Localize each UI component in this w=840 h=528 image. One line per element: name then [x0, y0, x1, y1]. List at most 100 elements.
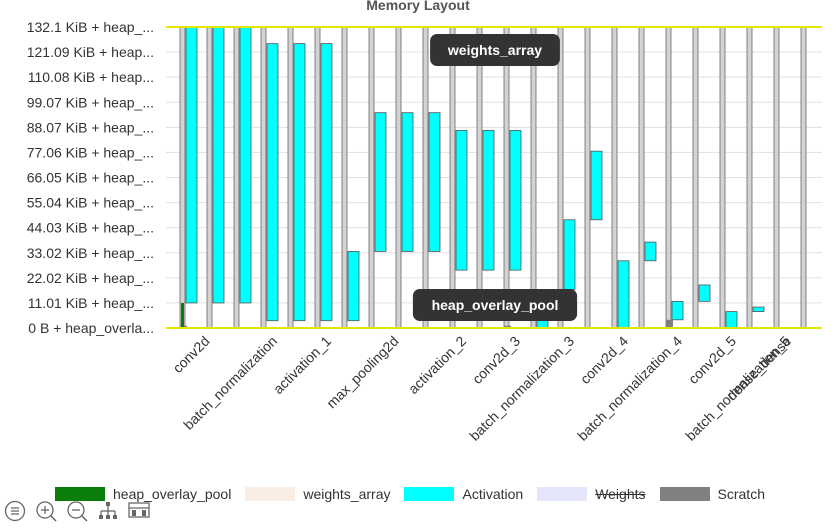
scratch-bar[interactable] [504, 325, 511, 328]
legend-item[interactable]: Activation [404, 486, 523, 502]
activation-bar[interactable] [698, 284, 711, 302]
activation-bar[interactable] [374, 112, 387, 252]
activation-bar[interactable] [428, 112, 441, 252]
zoom-out-icon[interactable] [66, 500, 88, 522]
activation-bar[interactable] [590, 150, 603, 221]
bar-layer[interactable] [166, 26, 822, 329]
activation-bar[interactable] [266, 43, 279, 322]
activation-bar[interactable] [455, 130, 468, 271]
weights-array-bar[interactable] [233, 26, 240, 329]
weights-array-bar[interactable] [260, 26, 267, 329]
heap-overlay-pool-bar[interactable] [181, 302, 184, 328]
x-tick-label: activation_1 [270, 333, 334, 397]
weights-array-bar[interactable] [665, 26, 672, 329]
weights-array-bar[interactable] [530, 26, 537, 329]
legend-label: Scratch [717, 486, 765, 502]
activation-bar[interactable] [563, 219, 576, 290]
legend-swatch [245, 487, 296, 501]
y-tick-label: 110.08 KiB + heap... [28, 69, 154, 85]
weights-array-bar[interactable] [800, 26, 807, 329]
legend-swatch [404, 487, 455, 501]
y-tick-label: 44.03 KiB + heap_... [27, 220, 154, 236]
x-tick-label: batch_normalization_3 [466, 333, 577, 444]
weights-array-bar[interactable] [773, 26, 780, 329]
chart-toolbar [4, 500, 159, 522]
weights-array-bar[interactable] [206, 26, 213, 329]
zoom-in-icon[interactable] [35, 500, 57, 522]
y-tick-label: 0 B + heap_overla... [28, 320, 154, 336]
legend-swatch [659, 487, 710, 501]
x-axis-ticks: conv2dbatch_normalizationactivation_1max… [169, 333, 794, 444]
weights-array-bar[interactable] [395, 26, 402, 329]
y-tick-label: 11.01 KiB + heap_... [28, 295, 154, 311]
y-tick-label: 77.06 KiB + heap_... [27, 144, 154, 160]
weights-array-bar[interactable] [638, 26, 645, 329]
legend-item[interactable]: weights_array [245, 486, 390, 502]
weights-array-bar[interactable] [503, 26, 510, 329]
hierarchy-icon[interactable] [97, 500, 119, 522]
activation-bar[interactable] [293, 43, 306, 322]
list-icon[interactable] [4, 500, 26, 522]
legend-label: heap_overlay_pool [113, 486, 232, 502]
y-tick-label: 99.07 KiB + heap_... [27, 94, 154, 110]
y-tick-label: 33.02 KiB + heap_... [27, 245, 154, 261]
activation-bar[interactable] [185, 26, 198, 304]
activation-bar[interactable] [347, 251, 360, 322]
chart-legend: heap_overlay_pool weights_array Activation… [55, 484, 779, 504]
weights-array-bar[interactable] [476, 26, 483, 329]
scratch-bar[interactable] [666, 319, 673, 328]
activation-bar[interactable] [239, 26, 252, 304]
y-tick-label: 132.1 KiB + heap_... [27, 19, 154, 35]
weights-array-bar[interactable] [341, 26, 348, 329]
tooltip: weights_array [430, 34, 560, 66]
weights-array-bar[interactable] [422, 26, 429, 329]
weights-array-bar[interactable] [314, 26, 321, 329]
y-tick-label: 55.04 KiB + heap_... [27, 195, 154, 211]
weights-array-bar[interactable] [557, 26, 564, 329]
activation-bar[interactable] [212, 26, 225, 304]
weights-array-bar[interactable] [746, 26, 753, 329]
layout-icon[interactable] [128, 500, 150, 522]
x-tick-label: activation_2 [405, 333, 469, 397]
tooltip-layer: weights_array heap_overlay_pool [412, 34, 578, 321]
y-tick-label: 66.05 KiB + heap_... [27, 170, 154, 186]
y-axis-ticks: 0 B + heap_overla... 11.01 KiB + heap_...… [27, 19, 154, 336]
activation-bar[interactable] [725, 311, 738, 329]
legend-label: Activation [462, 486, 524, 502]
legend-item[interactable]: heap_overlay_pool [55, 486, 231, 502]
activation-bar[interactable] [509, 130, 522, 271]
activation-bar[interactable] [401, 112, 414, 252]
x-tick-label: batch_normalization_4 [574, 333, 685, 444]
legend-label: weights_array [303, 486, 391, 502]
activation-bar[interactable] [671, 300, 684, 321]
activation-bar[interactable] [482, 130, 495, 271]
weights-array-bar[interactable] [584, 26, 591, 329]
weights-array-bar[interactable] [368, 26, 375, 329]
weights-array-bar[interactable] [611, 26, 618, 329]
y-tick-label: 22.02 KiB + heap_... [27, 270, 154, 286]
legend-swatch [537, 487, 588, 501]
activation-bar[interactable] [644, 241, 657, 262]
legend-label: Weights [595, 486, 646, 502]
tooltip: heap_overlay_pool [412, 289, 578, 321]
activation-bar[interactable] [617, 260, 630, 329]
x-tick-label: conv2d [169, 333, 212, 376]
legend-swatch [55, 487, 105, 501]
activation-bar[interactable] [320, 43, 333, 322]
weights-array-bar[interactable] [692, 26, 699, 329]
activation-bar[interactable] [752, 306, 765, 312]
x-tick-label: conv2d_5 [685, 333, 739, 387]
chart-title: Memory Layout [366, 0, 470, 13]
weights-array-bar[interactable] [179, 26, 186, 329]
y-tick-label: 88.07 KiB + heap_... [27, 119, 154, 135]
legend-item[interactable]: Scratch [659, 486, 765, 502]
weights-array-bar[interactable] [719, 26, 726, 329]
tooltip-text: heap_overlay_pool [432, 297, 559, 313]
x-tick-label: conv2d_3 [469, 333, 523, 387]
tooltip-box [412, 289, 578, 321]
legend-item[interactable]: Weights [537, 486, 646, 502]
x-tick-label: conv2d_4 [577, 333, 631, 387]
weights-array-bar[interactable] [287, 26, 294, 329]
tooltip-text: weights_array [447, 42, 542, 58]
weights-array-bar[interactable] [449, 26, 456, 329]
